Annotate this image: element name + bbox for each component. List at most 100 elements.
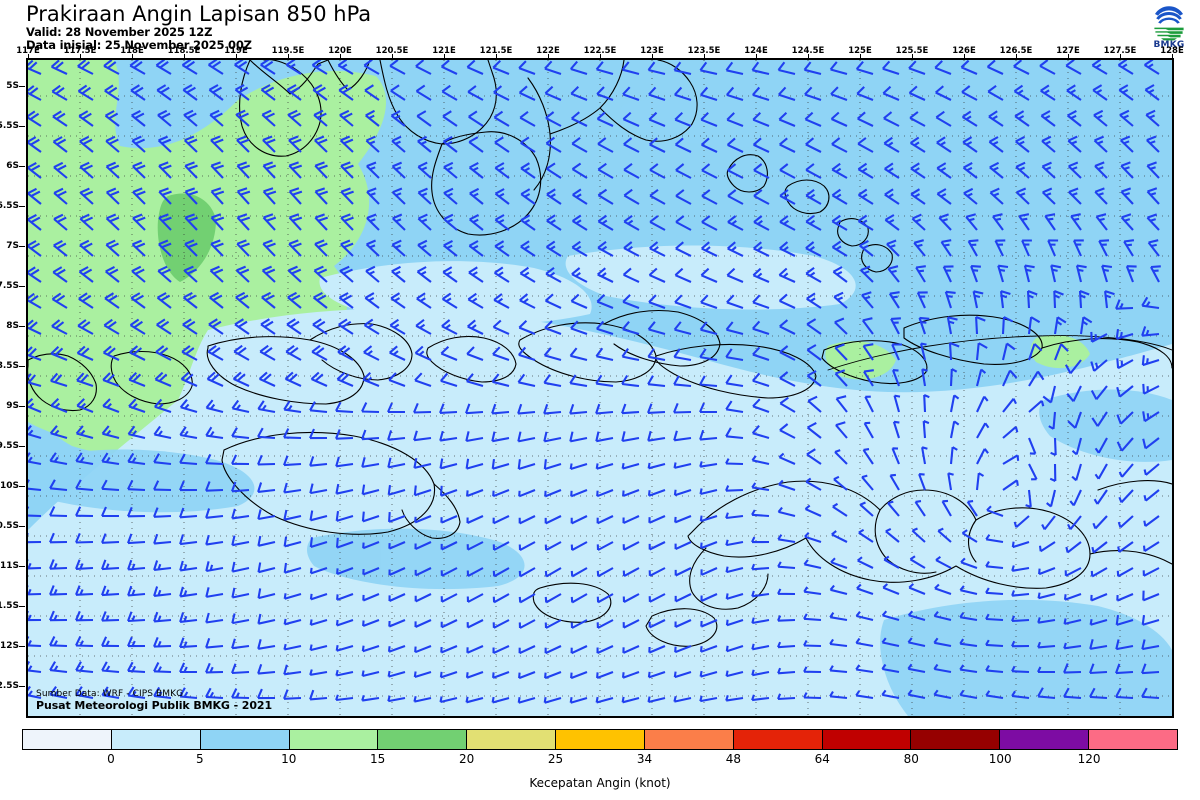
- lon-tick-mark: [808, 54, 809, 58]
- wind-barb: [492, 60, 510, 75]
- wind-barb: [1145, 109, 1160, 127]
- wind-barb: [491, 403, 510, 415]
- colorbar-segment[interactable]: [911, 730, 1001, 749]
- wind-barb: [831, 240, 848, 257]
- wind-barb-field: [28, 60, 1161, 704]
- wind-barb: [1041, 161, 1056, 179]
- wind-barb: [622, 619, 640, 629]
- wind-barb: [881, 637, 900, 648]
- colorbar-segment[interactable]: [467, 730, 557, 749]
- colorbar-segment[interactable]: [200, 730, 290, 749]
- wind-barb: [1098, 239, 1110, 257]
- wind-barb: [1119, 109, 1134, 127]
- wind-barb: [417, 213, 432, 231]
- wind-barb: [340, 239, 354, 257]
- wind-barb: [518, 320, 536, 335]
- wind-barb: [986, 60, 1004, 75]
- colorbar-segment[interactable]: [556, 730, 645, 749]
- wind-barb: [340, 161, 354, 179]
- wind-barb: [335, 456, 354, 468]
- colorbar-segment[interactable]: [1000, 730, 1090, 749]
- wind-barb: [335, 619, 354, 627]
- wind-barb: [414, 345, 432, 361]
- wind-barb: [517, 373, 536, 388]
- wind-barb: [127, 611, 146, 623]
- wind-barb: [806, 370, 822, 387]
- lon-tick-label: 123E: [640, 46, 664, 56]
- wind-barb: [985, 665, 1004, 674]
- wind-barb: [257, 454, 276, 466]
- wind-barb: [890, 317, 901, 335]
- lat-tick-mark: [19, 486, 25, 487]
- colorbar-segment[interactable]: [23, 730, 112, 749]
- wind-barb: [466, 619, 484, 629]
- wind-barb: [210, 239, 224, 257]
- wind-barb: [546, 162, 562, 179]
- lat-tick-label: 12S: [0, 641, 19, 651]
- wind-barb: [1091, 60, 1108, 75]
- wind-barb: [179, 560, 198, 572]
- wind-barb: [105, 161, 120, 179]
- wind-barb: [179, 399, 198, 414]
- wind-barb: [154, 398, 172, 413]
- wind-barb: [153, 611, 172, 623]
- wind-barb: [28, 85, 42, 101]
- wind-barb: [752, 346, 770, 361]
- colorbar-segment[interactable]: [1089, 730, 1177, 749]
- wind-barb: [807, 395, 822, 413]
- wind-barb: [101, 661, 120, 674]
- wind-barb: [1067, 135, 1082, 153]
- wind-barb: [1028, 437, 1037, 455]
- colorbar-segment[interactable]: [289, 730, 379, 749]
- wind-barb: [205, 508, 224, 519]
- wind-barb: [647, 462, 666, 470]
- wind-barb: [699, 488, 718, 496]
- initial-data-label: Data inisial: 25 November 2025 00Z: [26, 37, 252, 52]
- colorbar-segment[interactable]: [733, 730, 823, 749]
- wind-barb: [543, 459, 562, 471]
- colorbar-tick-label: 80: [903, 752, 919, 766]
- wind-barb: [621, 374, 640, 388]
- wind-barb: [391, 161, 406, 179]
- colorbar-segment[interactable]: [644, 730, 734, 749]
- wind-barb: [1116, 358, 1134, 370]
- map-canvas[interactable]: Sumber Data: WRF - CIPS BMKG Pusat Meteo…: [26, 58, 1174, 718]
- wind-barb: [985, 613, 1004, 622]
- wind-barb: [387, 484, 406, 496]
- wind-barb: [1049, 463, 1057, 482]
- colorbar-segment[interactable]: [111, 730, 201, 749]
- wind-barb: [288, 135, 302, 153]
- wind-barb: [1116, 385, 1134, 398]
- wind-barb: [804, 504, 822, 517]
- colorbar-segment[interactable]: [822, 730, 912, 749]
- wind-barb: [28, 452, 42, 466]
- wind-barb: [966, 500, 978, 517]
- wind-barb: [699, 61, 718, 76]
- wind-barb: [50, 372, 68, 388]
- wind-barb: [361, 457, 380, 468]
- wind-barb: [569, 403, 588, 415]
- colorbar-tick-label: 120: [1077, 752, 1101, 766]
- wind-barb: [944, 290, 956, 309]
- colorbar-segment[interactable]: [378, 730, 468, 749]
- wind-speed-colorbar[interactable]: [22, 729, 1178, 750]
- wind-barb: [105, 187, 120, 205]
- wind-barb: [231, 535, 250, 547]
- wind-barb: [779, 137, 796, 153]
- wind-barb: [647, 348, 666, 362]
- wind-barb: [337, 60, 354, 75]
- wind-barb: [518, 671, 536, 680]
- wind-barb: [934, 60, 952, 75]
- wind-barb: [520, 240, 536, 257]
- wind-barb: [907, 610, 926, 622]
- wind-barb: [364, 292, 380, 309]
- wind-barb: [1063, 618, 1082, 625]
- wind-barb: [779, 423, 796, 439]
- lon-tick-mark: [652, 54, 653, 58]
- wind-barb: [179, 507, 198, 519]
- wind-barb: [288, 161, 303, 179]
- wind-barb: [518, 567, 536, 578]
- wind-barb: [778, 479, 796, 491]
- wind-barb: [210, 161, 224, 179]
- wind-barb: [157, 109, 172, 127]
